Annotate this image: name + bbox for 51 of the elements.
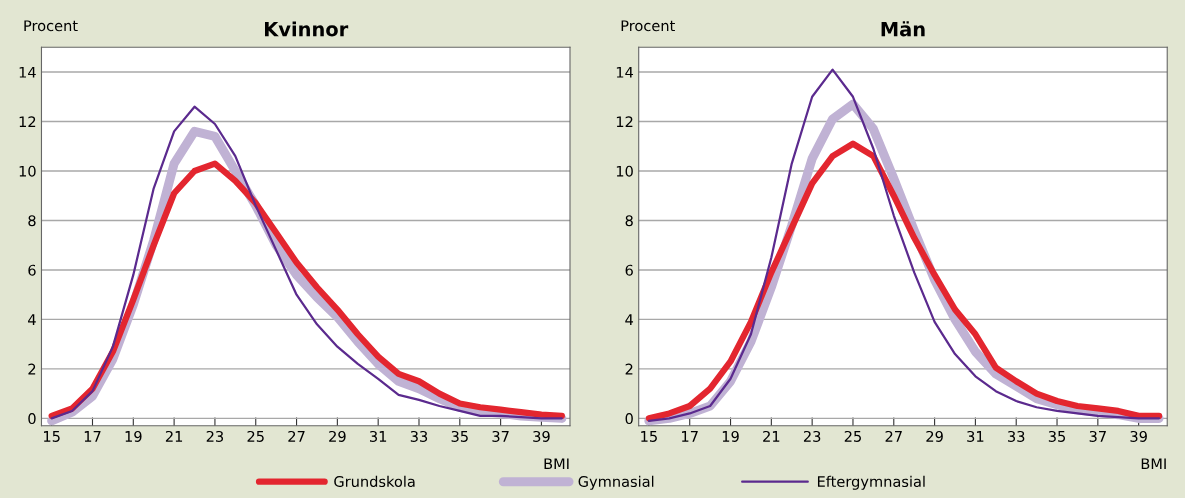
x-axis-title: BMI	[544, 458, 569, 470]
x-tick-label: 35	[451, 430, 468, 442]
x-tick-label: 23	[803, 430, 821, 442]
x-tick-label: 37	[1089, 430, 1106, 442]
x-tick-label: 19	[125, 430, 142, 442]
y-tick-label: 6	[28, 264, 36, 276]
y-tick-label: 8	[28, 215, 36, 227]
y-tick-label: 10	[19, 165, 36, 177]
y-tick-label: 2	[625, 363, 633, 375]
legend-label: Eftergymnasial	[817, 475, 925, 490]
chart-title: Män	[881, 21, 925, 37]
x-tick-label: 17	[84, 431, 101, 442]
legend-label: Gymnasial	[578, 475, 654, 490]
x-axis-title: BMI	[1141, 458, 1166, 470]
x-tick-label: 29	[329, 430, 346, 442]
y-tick-label: 14	[616, 66, 634, 78]
y-tick-label: 6	[625, 264, 633, 276]
x-tick-label: 17	[682, 431, 698, 442]
y-tick-label: 12	[19, 116, 36, 128]
x-tick-label: 21	[763, 430, 780, 442]
x-tick-label: 23	[206, 430, 224, 442]
x-tick-label: 33	[1008, 430, 1025, 442]
x-tick-label: 31	[370, 430, 387, 442]
x-tick-label: 33	[410, 430, 428, 442]
x-tick-label: 27	[288, 430, 305, 442]
x-tick-label: 29	[926, 430, 943, 442]
y-tick-label: 2	[28, 363, 36, 375]
y-axis-title: Procent	[24, 20, 78, 32]
y-tick-label: 4	[28, 314, 36, 325]
y-tick-label: 4	[625, 314, 634, 325]
y-tick-label: 12	[616, 116, 633, 128]
x-tick-label: 21	[165, 430, 183, 442]
y-tick-label: 10	[616, 165, 633, 177]
x-tick-label: 25	[247, 430, 264, 442]
x-tick-label: 15	[641, 431, 657, 442]
x-tick-label: 35	[1048, 430, 1066, 442]
x-tick-label: 25	[844, 430, 861, 442]
y-tick-label: 8	[625, 215, 633, 227]
y-tick-label: 0	[28, 413, 36, 425]
y-tick-label: 14	[19, 66, 36, 78]
x-tick-label: 19	[722, 430, 739, 442]
y-axis-title: Procent	[621, 20, 675, 32]
chart-title: Kvinnor	[265, 21, 349, 37]
x-tick-label: 37	[492, 430, 509, 442]
y-tick-label: 0	[625, 413, 633, 425]
x-tick-label: 31	[967, 430, 984, 442]
x-tick-label: 27	[885, 430, 902, 442]
x-tick-label: 39	[1130, 430, 1147, 442]
legend-label: Grundskola	[334, 475, 415, 488]
x-tick-label: 15	[44, 431, 60, 442]
x-tick-label: 39	[533, 430, 550, 442]
